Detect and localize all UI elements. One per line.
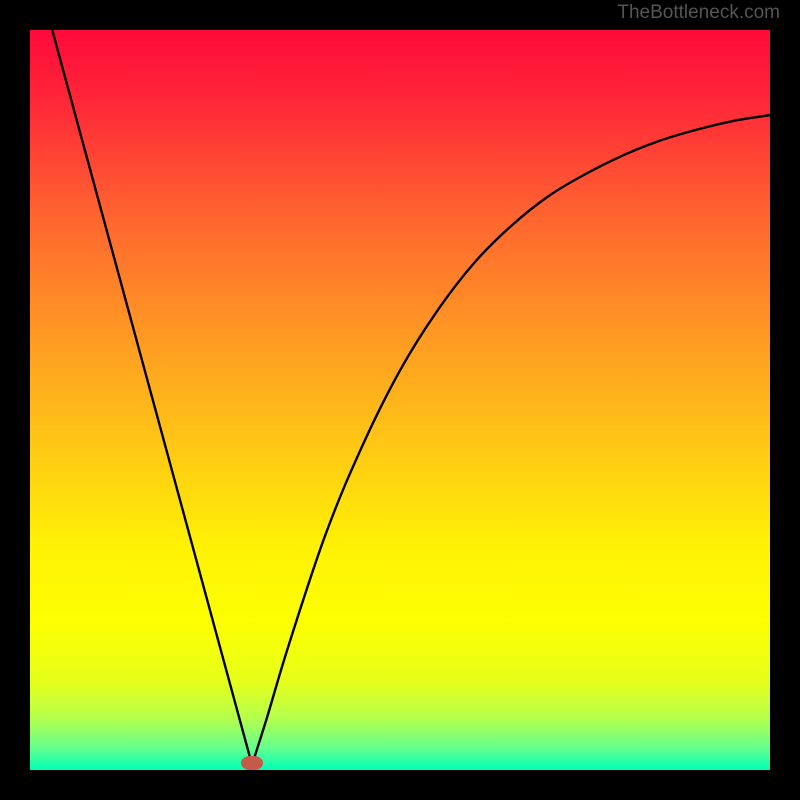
minimum-marker: [241, 756, 263, 770]
watermark-text: TheBottleneck.com: [617, 2, 780, 24]
bottleneck-curve: [30, 30, 770, 770]
plot-area: [30, 30, 770, 770]
